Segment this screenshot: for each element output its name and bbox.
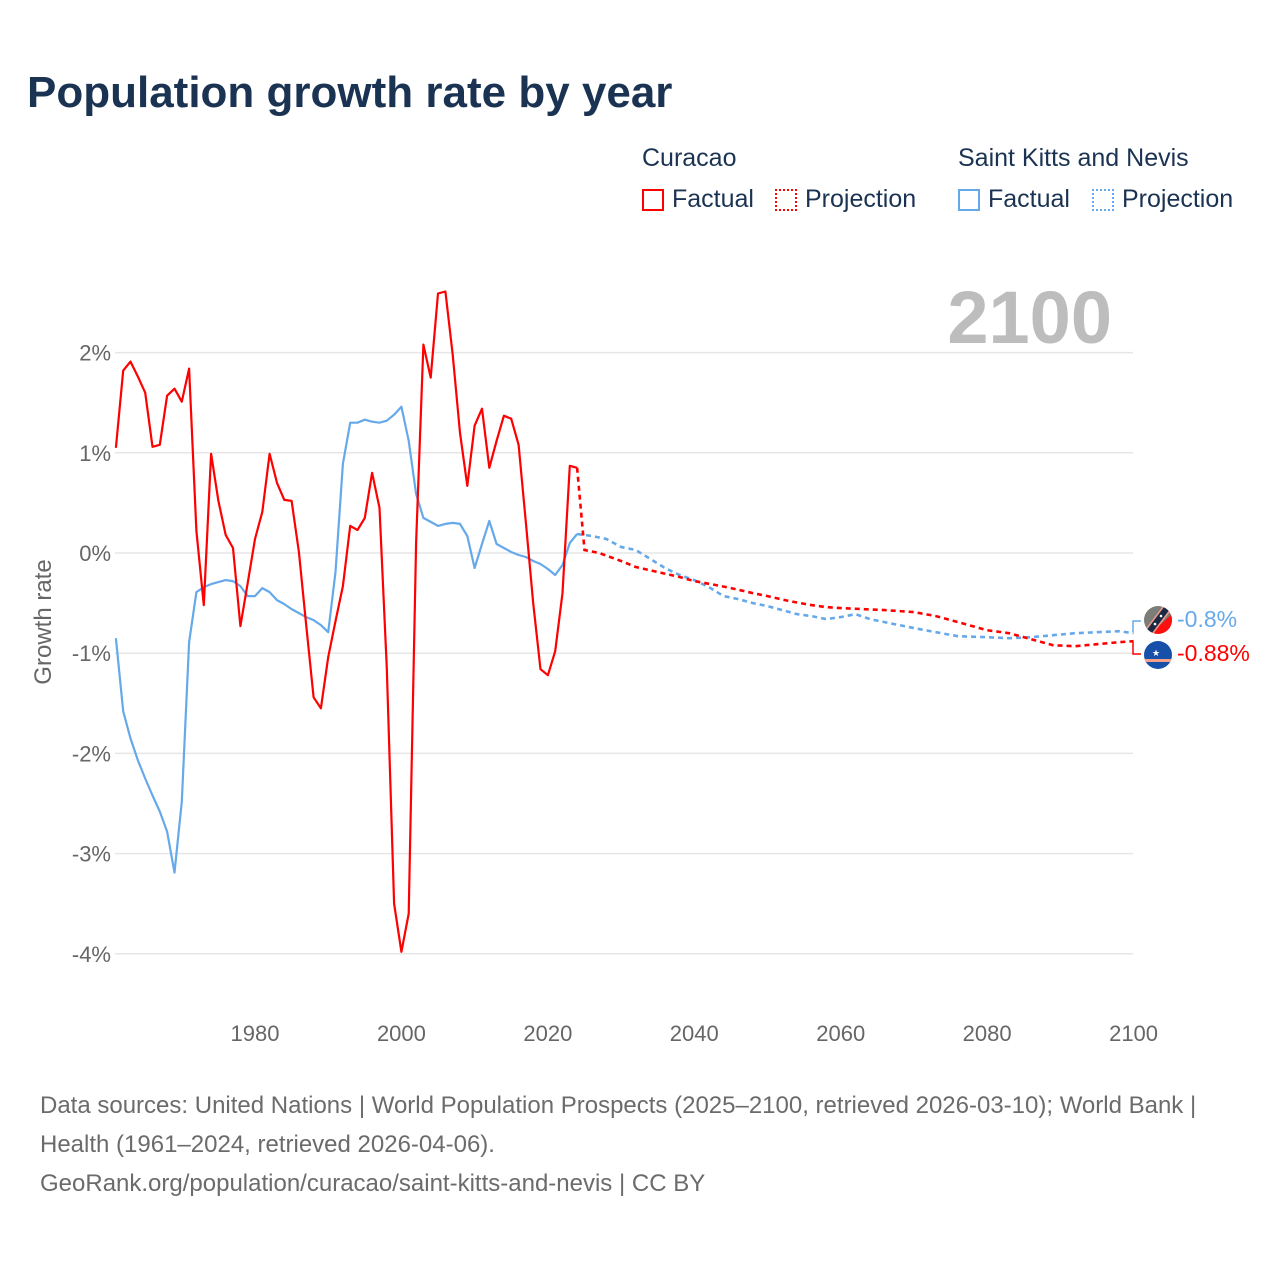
x-tick-label: 2020 (523, 1021, 572, 1046)
footer: Data sources: United Nations | World Pop… (40, 1086, 1240, 1203)
line-factual-curacao (114, 290, 578, 953)
end-connector-skn (1132, 620, 1141, 632)
legend-curacao-factual[interactable]: Factual (642, 185, 754, 214)
y-tick-label: -2% (72, 741, 111, 766)
data-sources: Data sources: United Nations | World Pop… (40, 1092, 1197, 1158)
legend-skn-projection[interactable]: Projection (1092, 185, 1233, 214)
x-tick-label: 2060 (816, 1021, 865, 1046)
line-projection-curacao (575, 467, 1134, 648)
legend-group-saint-kitts: Saint Kitts and Nevis (958, 144, 1189, 172)
chart-title: Population growth rate by year (27, 68, 673, 117)
legend-swatch-dotted-icon (1092, 188, 1114, 211)
svg-text:★: ★ (1152, 648, 1160, 658)
legend-swatch-dotted-icon (775, 188, 797, 211)
year-display: 2100 (947, 276, 1112, 359)
y-tick-label: -3% (72, 842, 111, 867)
x-tick-label: 2040 (670, 1021, 719, 1046)
end-label-skn: -0.8% (1177, 606, 1237, 632)
legend-curacao-projection[interactable]: Projection (775, 185, 916, 214)
legend-swatch-solid-icon (958, 188, 980, 211)
legend-label: Factual (988, 185, 1070, 213)
line-projection-saint-kitts-and-nevis (576, 532, 1134, 640)
legend-label: Projection (805, 185, 917, 213)
x-tick-label: 2000 (377, 1021, 426, 1046)
x-tick-label: 2080 (963, 1021, 1012, 1046)
source-url[interactable]: GeoRank.org/population/curacao/saint-kit… (40, 1170, 706, 1197)
y-tick-label: -4% (72, 942, 111, 967)
legend-group-curacao: Curacao (642, 144, 737, 172)
y-tick-label: 0% (79, 541, 111, 566)
y-axis-label: Growth rate (30, 559, 57, 684)
end-label-curacao: -0.88% (1177, 640, 1250, 666)
x-tick-label: 1980 (231, 1021, 280, 1046)
end-connector-curacao (1132, 642, 1141, 655)
line-factual-saint-kitts-and-nevis (114, 405, 578, 874)
y-tick-label: -1% (72, 641, 111, 666)
x-tick-label: 2100 (1109, 1021, 1158, 1046)
legend-skn-factual[interactable]: Factual (958, 185, 1070, 214)
y-tick-label: 2% (79, 341, 111, 366)
legend-label: Projection (1122, 185, 1234, 213)
y-tick-label: 1% (79, 441, 111, 466)
legend-swatch-solid-icon (642, 188, 664, 211)
legend-label: Factual (672, 185, 754, 213)
saint-kitts-flag-icon (1144, 606, 1172, 634)
curacao-flag-icon: ★ (1144, 641, 1172, 669)
